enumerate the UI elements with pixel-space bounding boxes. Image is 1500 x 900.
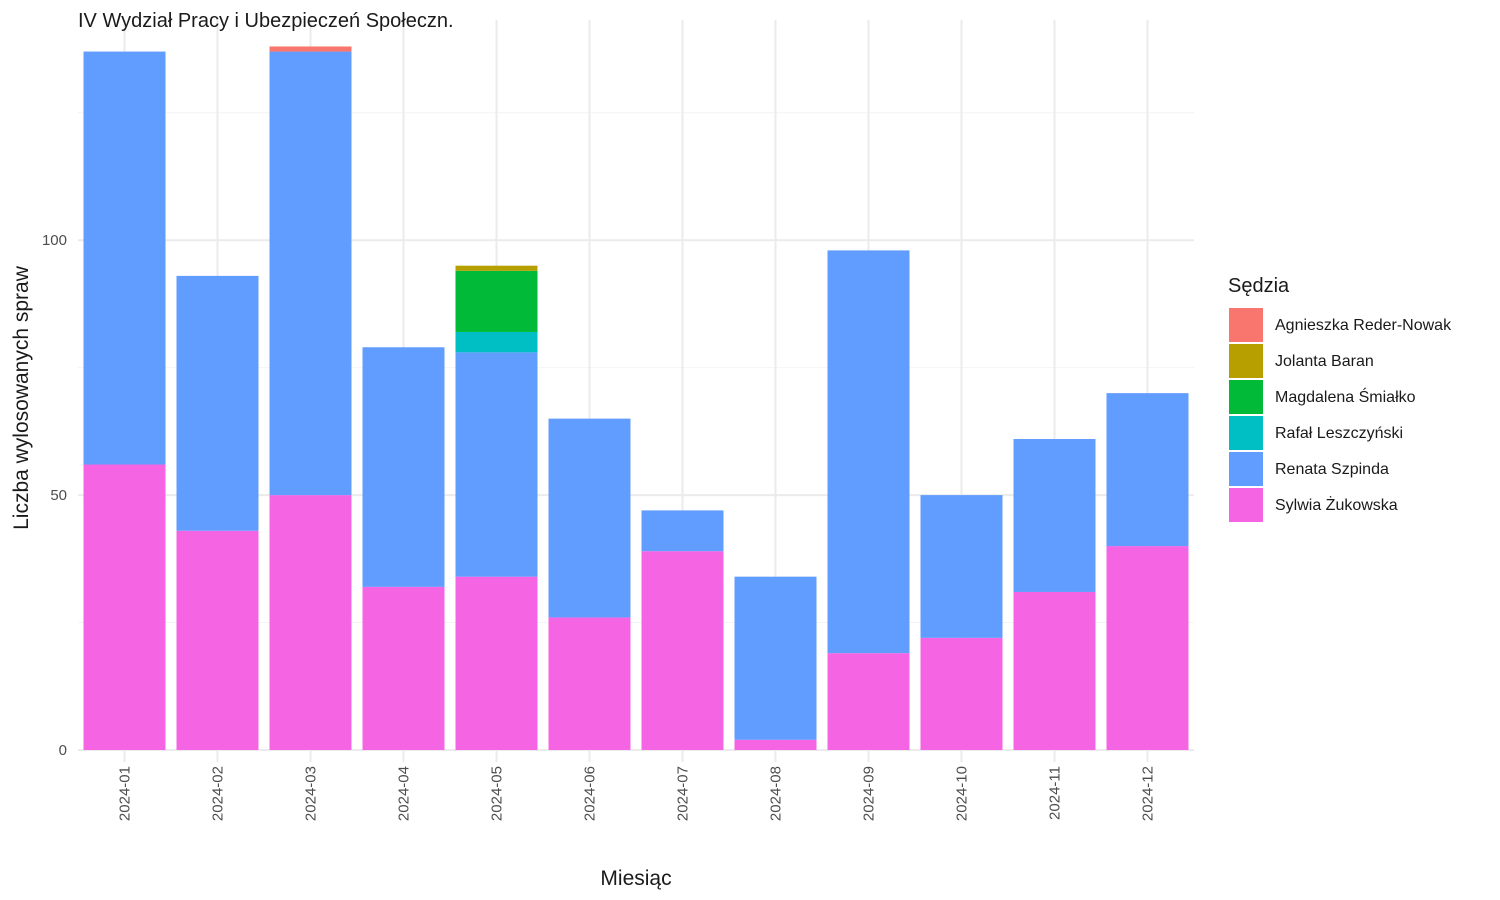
legend-label-magdalena-smialko: Magdalena Śmiałko (1275, 387, 1416, 406)
bar-2024-01-renata-szpinda (83, 51, 166, 465)
y-axis-ticks: 0 50 100 (42, 232, 67, 759)
x-tick-label: 2024-01 (117, 766, 134, 821)
bar-2024-09-sylwia-zukowska (827, 653, 910, 750)
legend-swatch-magdalena-smialko (1229, 380, 1263, 414)
x-tick-label: 2024-05 (489, 766, 506, 821)
x-tick-label: 2024-06 (582, 766, 599, 821)
bar-2024-05-rafal-leszczynski (455, 331, 538, 353)
bar-2024-10-sylwia-zukowska (920, 637, 1003, 750)
x-tick-label: 2024-11 (1047, 766, 1064, 820)
y-tick-label: 100 (42, 232, 67, 249)
bar-2024-02-renata-szpinda (176, 275, 259, 531)
bar-2024-12-renata-szpinda (1106, 393, 1189, 547)
x-axis-ticks: 2024-01 2024-02 2024-03 2024-04 2024-05 2024-… (117, 766, 1157, 821)
x-tick-label: 2024-08 (768, 766, 785, 821)
bar-2024-12-sylwia-zukowska (1106, 546, 1189, 750)
bar-2024-05-jolanta-baran (455, 265, 538, 271)
legend-label-jolanta-baran: Jolanta Baran (1275, 353, 1374, 370)
bar-2024-09-renata-szpinda (827, 250, 910, 654)
bar-2024-11-renata-szpinda (1013, 439, 1096, 592)
legend-swatch-sylwia-zukowska (1229, 488, 1263, 522)
bar-2024-07-sylwia-zukowska (641, 551, 724, 750)
bar-2024-03-agnieszka-reder-nowak (269, 46, 352, 52)
x-tick-label: 2024-03 (303, 766, 320, 821)
legend-title: Sędzia (1228, 275, 1290, 297)
bar-2024-10-renata-szpinda (920, 495, 1003, 638)
bar-2024-06-renata-szpinda (548, 418, 631, 618)
legend-label-agnieszka-reder-nowak: Agnieszka Reder-Nowak (1275, 317, 1452, 334)
legend-swatch-rafal-leszczynski (1229, 416, 1263, 450)
legend-label-renata-szpinda: Renata Szpinda (1275, 461, 1389, 478)
bar-2024-05-magdalena-smialko (455, 270, 538, 332)
y-tick-label: 0 (59, 742, 67, 759)
bar-2024-03-sylwia-zukowska (269, 495, 352, 750)
bar-2024-05-sylwia-zukowska (455, 576, 538, 750)
x-tick-label: 2024-04 (396, 766, 413, 821)
bar-2024-06-sylwia-zukowska (548, 617, 631, 750)
bar-2024-08-sylwia-zukowska (734, 739, 817, 750)
x-tick-label: 2024-09 (861, 766, 878, 821)
x-tick-label: 2024-10 (954, 766, 971, 821)
bar-2024-05-renata-szpinda (455, 352, 538, 577)
legend-swatch-jolanta-baran (1229, 344, 1263, 378)
legend-swatch-agnieszka-reder-nowak (1229, 308, 1263, 342)
chart-title: IV Wydział Pracy i Ubezpieczeń Społeczn. (78, 10, 454, 32)
legend: Sędzia Agnieszka Reder-Nowak Jolanta Bara… (1228, 275, 1452, 522)
y-axis-title: Liczba wylosowanych spraw (10, 265, 33, 530)
y-tick-label: 50 (50, 487, 67, 504)
x-axis-title: Miesiąc (600, 867, 671, 890)
bar-2024-07-renata-szpinda (641, 510, 724, 552)
x-tick-label: 2024-07 (675, 766, 692, 821)
bar-2024-02-sylwia-zukowska (176, 530, 259, 750)
bar-2024-04-sylwia-zukowska (362, 586, 445, 750)
legend-label-rafal-leszczynski: Rafał Leszczyński (1275, 425, 1403, 442)
x-tick-label: 2024-02 (210, 766, 227, 821)
bars (83, 46, 1189, 750)
bar-2024-11-sylwia-zukowska (1013, 591, 1096, 750)
bar-2024-04-renata-szpinda (362, 347, 445, 587)
bar-2024-08-renata-szpinda (734, 576, 817, 740)
bar-2024-01-sylwia-zukowska (83, 464, 166, 750)
bar-2024-03-renata-szpinda (269, 51, 352, 496)
legend-swatch-renata-szpinda (1229, 452, 1263, 486)
legend-label-sylwia-zukowska: Sylwia Żukowska (1275, 495, 1398, 514)
x-tick-label: 2024-12 (1140, 766, 1157, 821)
